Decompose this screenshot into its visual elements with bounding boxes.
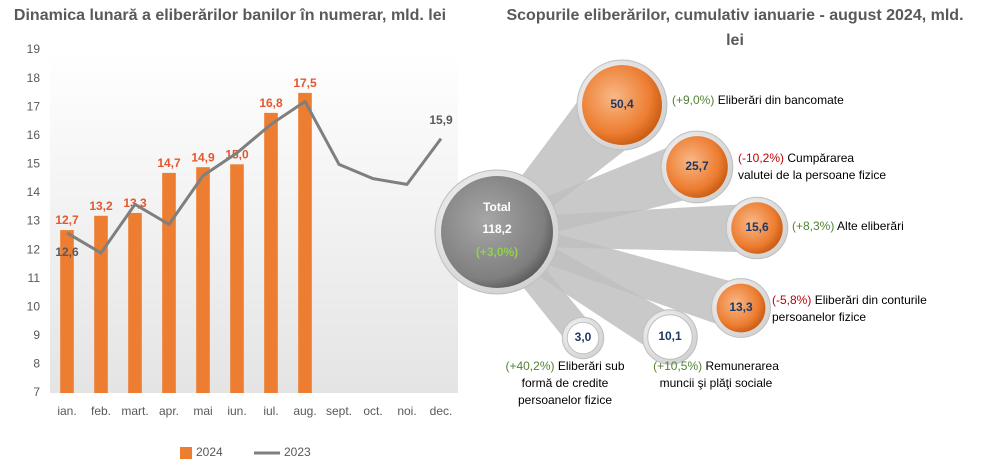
- bubble: [566, 321, 600, 355]
- y-tick-label: 13: [27, 214, 41, 228]
- bubble: [731, 202, 783, 254]
- item-name: Cumpărarea valutei de la persoane fizice: [738, 151, 887, 182]
- chart-title: Scopurile eliberărilor, cumulativ ianuar…: [506, 7, 964, 49]
- bubble-value-label: 13,3: [729, 300, 753, 314]
- bar: [264, 112, 278, 393]
- bar-value-label: 17,5: [293, 76, 317, 90]
- bar: [298, 92, 312, 393]
- line-value-label: 12,6: [55, 245, 79, 259]
- item-name: Alte eliberări: [837, 219, 904, 233]
- y-tick-label: 15: [27, 157, 41, 171]
- y-tick-label: 18: [27, 71, 41, 85]
- change-label: (-5,8%): [772, 293, 812, 307]
- bubble-label: (+10,5%) Remunerarea muncii şi plăţi soc…: [646, 358, 786, 392]
- change-label: (+40,2%): [505, 359, 555, 373]
- y-tick-label: 19: [27, 42, 41, 56]
- y-tick-label: 16: [27, 128, 41, 142]
- change-label: (+8,3%): [792, 219, 835, 233]
- bar-value-label: 12,7: [55, 213, 79, 227]
- x-tick-label: oct.: [363, 404, 382, 418]
- bar-value-label: 14,7: [157, 156, 181, 170]
- bubble-value-label: 10,1: [658, 329, 682, 343]
- change-label: (+10,5%): [653, 359, 703, 373]
- bubble-value-label: 50,4: [610, 97, 634, 111]
- x-tick-label: sept.: [326, 404, 352, 418]
- change-label: (-10,2%): [738, 151, 785, 165]
- legend-label: 2023: [284, 445, 311, 459]
- x-tick-label: noi.: [397, 404, 416, 418]
- bar: [230, 164, 244, 393]
- bar: [60, 230, 74, 393]
- bar: [196, 167, 210, 393]
- bar-value-label: 13,2: [89, 199, 113, 213]
- bubble-label: (+8,3%) Alte eliberări: [792, 218, 972, 235]
- bubble-label: (+9,0%) Eliberări din bancomate: [672, 92, 892, 109]
- bubble-label: (-10,2%) Cumpărarea valutei de la persoa…: [738, 150, 888, 184]
- y-tick-label: 17: [27, 99, 41, 113]
- total-label: Total: [483, 200, 511, 214]
- bar-value-label: 16,8: [259, 96, 283, 110]
- bubble: [666, 136, 728, 198]
- line: [66, 99, 443, 255]
- y-tick-label: 8: [33, 357, 40, 371]
- x-tick-label: aug.: [293, 404, 316, 418]
- plot-area: [50, 50, 458, 393]
- y-tick-label: 11: [28, 271, 41, 285]
- item-name: Eliberări din bancomate: [717, 93, 844, 107]
- bubble-value-label: 3,0: [575, 330, 592, 344]
- bubble-label: (+40,2%) Eliberări sub formă de credite …: [500, 358, 630, 409]
- line-value-label: 15,9: [429, 113, 453, 127]
- y-tick-label: 12: [27, 242, 41, 256]
- item-name: Eliberări sub formă de credite persoanel…: [517, 359, 625, 407]
- x-tick-label: dec.: [430, 404, 453, 418]
- x-tick-label: feb.: [91, 404, 111, 418]
- legend-label: 2024: [196, 445, 223, 459]
- bar: [128, 212, 142, 393]
- total-change: (+3,0%): [476, 245, 518, 259]
- x-tick-label: iun.: [227, 404, 246, 418]
- y-tick-label: 14: [27, 185, 41, 199]
- y-tick-label: 10: [27, 299, 41, 313]
- bubble: [647, 314, 693, 360]
- bar: [162, 172, 176, 393]
- bar: [94, 215, 108, 393]
- bubble: [582, 65, 662, 145]
- total-bubble: [441, 176, 553, 288]
- x-tick-label: apr.: [159, 404, 179, 418]
- bubble-value-label: 25,7: [685, 159, 709, 173]
- x-tick-label: mart.: [121, 404, 148, 418]
- bubble: [716, 283, 766, 333]
- item-name: Remunerarea muncii şi plăţi sociale: [659, 359, 779, 390]
- bar-value-label: 14,9: [191, 150, 215, 164]
- change-label: (+9,0%): [672, 93, 715, 107]
- x-tick-label: mai: [193, 404, 212, 418]
- bubble-value-label: 15,6: [745, 220, 769, 234]
- x-tick-label: ian.: [57, 404, 76, 418]
- bubble-label: (-5,8%) Eliberări din conturile persoane…: [772, 292, 952, 326]
- chart-title: Dinamica lunară a eliberărilor banilor î…: [13, 7, 447, 24]
- y-tick-label: 9: [33, 328, 40, 342]
- legend-swatch: [180, 447, 192, 459]
- total-value: 118,2: [482, 222, 512, 236]
- item-name: Eliberări din conturile persoanelor fizi…: [772, 293, 927, 324]
- y-tick-label: 7: [33, 385, 40, 399]
- x-tick-label: iul.: [263, 404, 278, 418]
